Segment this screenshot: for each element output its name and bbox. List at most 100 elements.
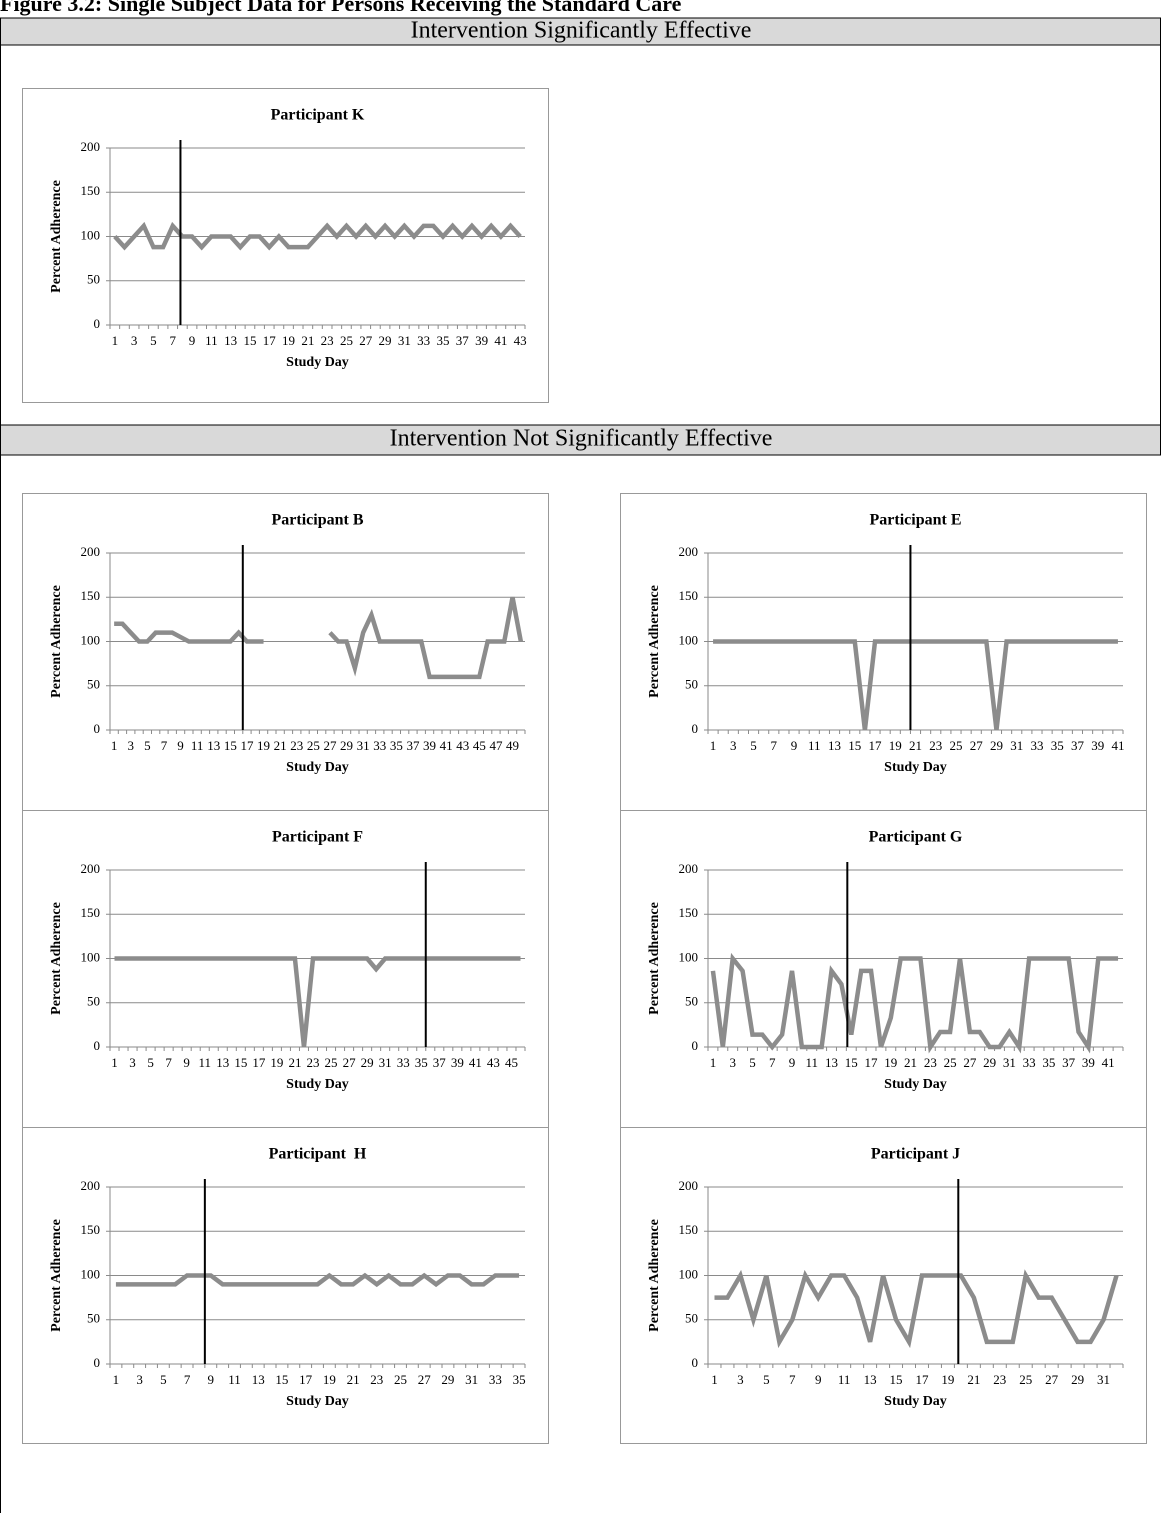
x-tick-label: 9 xyxy=(789,1055,796,1070)
x-tick-label: 15 xyxy=(848,738,861,753)
x-tick-label: 3 xyxy=(128,738,135,753)
x-tick-label: 27 xyxy=(323,738,337,753)
x-tick-label: 7 xyxy=(771,738,778,753)
x-tick-label: 1 xyxy=(112,333,119,348)
y-axis-label: Percent Adherence xyxy=(49,180,64,293)
y-tick-label: 100 xyxy=(679,949,699,964)
x-tick-label: 37 xyxy=(1071,738,1085,753)
x-tick-label: 25 xyxy=(307,738,320,753)
y-tick-label: 50 xyxy=(87,1311,100,1326)
x-tick-label: 43 xyxy=(487,1055,500,1070)
x-tick-label: 27 xyxy=(359,333,373,348)
x-axis-label: Study Day xyxy=(884,1394,947,1409)
chart-title: Participant E xyxy=(870,512,962,529)
x-tick-label: 21 xyxy=(904,1055,917,1070)
x-tick-label: 21 xyxy=(347,1372,360,1387)
figure-title: Figure 3.2: Single Subject Data for Pers… xyxy=(0,0,682,16)
x-tick-label: 41 xyxy=(469,1055,482,1070)
x-tick-label: 5 xyxy=(147,1055,154,1070)
x-tick-label: 23 xyxy=(321,333,334,348)
data-line xyxy=(713,639,1118,731)
x-tick-label: 39 xyxy=(1091,738,1104,753)
x-tick-label: 13 xyxy=(252,1372,265,1387)
x-tick-label: 5 xyxy=(150,333,157,348)
y-tick-label: 200 xyxy=(679,544,699,559)
x-tick-label: 17 xyxy=(252,1055,266,1070)
x-tick-label: 33 xyxy=(1030,738,1043,753)
x-tick-label: 13 xyxy=(224,333,237,348)
x-tick-label: 31 xyxy=(1003,1055,1016,1070)
x-tick-label: 19 xyxy=(884,1055,897,1070)
x-tick-label: 19 xyxy=(270,1055,283,1070)
x-tick-label: 7 xyxy=(184,1372,191,1387)
x-tick-label: 27 xyxy=(418,1372,432,1387)
x-tick-label: 15 xyxy=(224,738,237,753)
chart-title: Participant J xyxy=(871,1146,960,1163)
x-tick-label: 29 xyxy=(983,1055,996,1070)
x-axis-label: Study Day xyxy=(286,1077,349,1092)
x-tick-label: 31 xyxy=(465,1372,478,1387)
x-tick-label: 45 xyxy=(473,738,486,753)
data-line xyxy=(114,956,521,1048)
y-tick-label: 100 xyxy=(81,227,101,242)
x-tick-label: 25 xyxy=(325,1055,338,1070)
x-tick-label: 5 xyxy=(144,738,151,753)
x-tick-label: 43 xyxy=(456,738,469,753)
y-tick-label: 0 xyxy=(692,721,699,736)
y-tick-label: 200 xyxy=(81,861,101,876)
x-tick-label: 29 xyxy=(990,738,1003,753)
x-tick-label: 31 xyxy=(357,738,370,753)
y-tick-label: 200 xyxy=(679,1178,699,1193)
y-tick-label: 50 xyxy=(685,1311,698,1326)
x-tick-label: 3 xyxy=(136,1372,143,1387)
x-tick-label: 21 xyxy=(288,1055,301,1070)
y-tick-label: 50 xyxy=(685,994,698,1009)
x-tick-label: 33 xyxy=(1023,1055,1036,1070)
data-line xyxy=(714,1269,1119,1349)
x-tick-label: 17 xyxy=(263,333,277,348)
y-tick-label: 150 xyxy=(679,905,699,920)
x-tick-label: 29 xyxy=(361,1055,374,1070)
y-tick-label: 0 xyxy=(94,316,101,331)
x-tick-label: 19 xyxy=(323,1372,336,1387)
y-axis-label: Percent Adherence xyxy=(647,1219,662,1332)
y-tick-label: 0 xyxy=(692,1038,699,1053)
x-tick-label: 33 xyxy=(417,333,430,348)
x-tick-label: 13 xyxy=(864,1372,877,1387)
x-tick-label: 35 xyxy=(415,1055,428,1070)
x-tick-label: 39 xyxy=(423,738,436,753)
data-line xyxy=(115,1272,520,1288)
x-tick-label: 41 xyxy=(440,738,453,753)
x-tick-label: 15 xyxy=(845,1055,858,1070)
x-tick-label: 41 xyxy=(494,333,507,348)
x-tick-label: 31 xyxy=(379,1055,392,1070)
x-axis-label: Study Day xyxy=(286,760,349,775)
x-tick-label: 27 xyxy=(963,1055,977,1070)
x-tick-label: 17 xyxy=(865,1055,879,1070)
x-tick-label: 35 xyxy=(390,738,403,753)
x-tick-label: 39 xyxy=(451,1055,464,1070)
x-tick-label: 11 xyxy=(205,333,218,348)
y-tick-label: 200 xyxy=(81,139,101,154)
chart-title: Participant G xyxy=(869,829,963,846)
x-tick-label: 35 xyxy=(436,333,449,348)
y-tick-label: 150 xyxy=(679,1222,699,1237)
y-tick-label: 100 xyxy=(679,632,699,647)
x-tick-label: 31 xyxy=(1097,1372,1110,1387)
x-tick-label: 5 xyxy=(763,1372,770,1387)
y-tick-label: 150 xyxy=(81,588,101,603)
x-tick-label: 27 xyxy=(343,1055,357,1070)
x-tick-label: 21 xyxy=(967,1372,980,1387)
x-tick-label: 23 xyxy=(306,1055,319,1070)
y-tick-label: 100 xyxy=(81,1266,101,1281)
x-tick-label: 1 xyxy=(710,1055,717,1070)
x-tick-label: 17 xyxy=(915,1372,929,1387)
x-tick-label: 29 xyxy=(1071,1372,1084,1387)
x-tick-label: 27 xyxy=(970,738,984,753)
x-tick-label: 1 xyxy=(711,1372,718,1387)
x-tick-label: 23 xyxy=(993,1372,1006,1387)
x-tick-label: 19 xyxy=(889,738,902,753)
x-tick-label: 15 xyxy=(890,1372,903,1387)
